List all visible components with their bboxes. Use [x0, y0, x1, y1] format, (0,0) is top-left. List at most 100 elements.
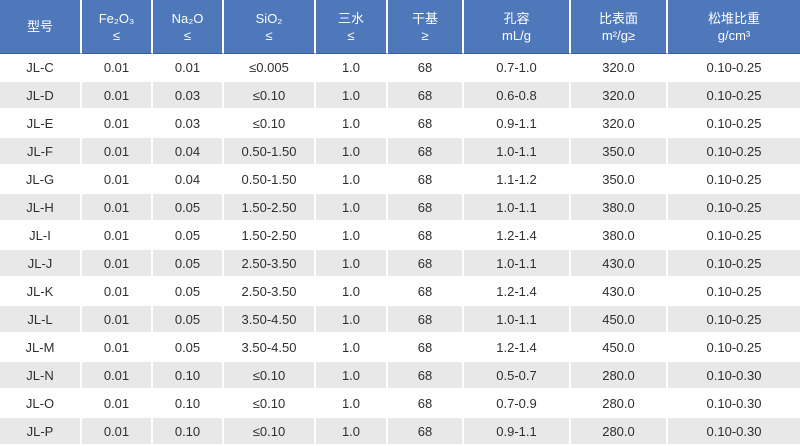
table-cell: ≤0.005 — [224, 54, 316, 82]
table-cell: 1.0-1.1 — [464, 306, 571, 334]
table-cell: 0.10-0.30 — [668, 362, 800, 390]
model-cell: JL-L — [0, 306, 82, 334]
table-cell: 1.0-1.1 — [464, 250, 571, 278]
column-header-unit: ≤ — [183, 27, 192, 43]
table-cell: 0.10 — [153, 418, 224, 446]
table-cell: 280.0 — [571, 418, 668, 446]
column-header: 松堆比重 g/cm³ — [668, 0, 800, 54]
column-header: 干基 ≥ — [388, 0, 464, 54]
table-cell: 0.10 — [153, 362, 224, 390]
table-cell: 68 — [388, 362, 464, 390]
table-cell: 1.0 — [316, 222, 388, 250]
table-row: JL-L 0.01 0.05 3.50-4.50 1.0 68 1.0-1.1 450.0 0.… — [0, 306, 800, 334]
table-cell: 1.0 — [316, 362, 388, 390]
table-cell: 0.01 — [82, 362, 153, 390]
table-cell: 68 — [388, 54, 464, 82]
model-cell: JL-M — [0, 334, 82, 362]
table-cell: 1.0-1.1 — [464, 194, 571, 222]
table-row: JL-N 0.01 0.10 ≤0.10 1.0 68 0.5-0.7 280.0 0.10-0… — [0, 362, 800, 390]
table-cell: 0.9-1.1 — [464, 418, 571, 446]
table-cell: 0.5-0.7 — [464, 362, 571, 390]
table-cell: 68 — [388, 390, 464, 418]
column-header-label: Fe₂O₃ — [98, 10, 135, 26]
column-header-label: 松堆比重 — [707, 10, 760, 26]
column-header: 比表面 m²/g≥ — [571, 0, 668, 54]
table-cell: 0.01 — [82, 334, 153, 362]
table-cell: 0.05 — [153, 306, 224, 334]
table-cell: 1.0 — [316, 306, 388, 334]
model-cell: JL-O — [0, 390, 82, 418]
table-row: JL-M 0.01 0.05 3.50-4.50 1.0 68 1.2-1.4 450.0 0.… — [0, 334, 800, 362]
column-header: 孔容 mL/g — [464, 0, 571, 54]
model-cell: JL-J — [0, 250, 82, 278]
table-cell: 1.0 — [316, 82, 388, 110]
table-cell: 0.10-0.25 — [668, 110, 800, 138]
table-cell: 0.01 — [82, 390, 153, 418]
table-cell: 1.2-1.4 — [464, 222, 571, 250]
table-cell: ≤0.10 — [224, 390, 316, 418]
table-cell: 0.7-0.9 — [464, 390, 571, 418]
table-cell: 1.0 — [316, 278, 388, 306]
table-cell: 350.0 — [571, 166, 668, 194]
column-header-unit: mL/g — [502, 27, 531, 43]
table-cell: 320.0 — [571, 54, 668, 82]
table-row: JL-C 0.01 0.01 ≤0.005 1.0 68 0.7-1.0 320.0 0.10-… — [0, 54, 800, 82]
table-cell: 0.01 — [82, 418, 153, 446]
table-cell: 0.01 — [82, 222, 153, 250]
table-row: JL-P 0.01 0.10 ≤0.10 1.0 68 0.9-1.1 280.0 0.10-0… — [0, 418, 800, 446]
column-header-label: Na₂O — [171, 10, 204, 26]
table-cell: 0.01 — [82, 82, 153, 110]
table-cell: 0.10-0.25 — [668, 54, 800, 82]
column-header-unit: m²/g≥ — [601, 27, 636, 43]
table-cell: 0.01 — [82, 278, 153, 306]
table-cell: 1.0 — [316, 194, 388, 222]
column-header-unit: ≥ — [421, 27, 429, 43]
table-cell: 2.50-3.50 — [224, 278, 316, 306]
table-cell: 0.10-0.25 — [668, 306, 800, 334]
model-cell: JL-F — [0, 138, 82, 166]
table-cell: 1.0 — [316, 54, 388, 82]
column-header: 型号 — [0, 0, 82, 54]
table-cell: 68 — [388, 278, 464, 306]
table-cell: 0.01 — [82, 194, 153, 222]
table-row: JL-F 0.01 0.04 0.50-1.50 1.0 68 1.0-1.1 350.0 0.… — [0, 138, 800, 166]
column-header: SiO₂ ≤ — [224, 0, 316, 54]
table-cell: 430.0 — [571, 250, 668, 278]
table-row: JL-G 0.01 0.04 0.50-1.50 1.0 68 1.1-1.2 350.0 0.… — [0, 166, 800, 194]
table-cell: 0.04 — [153, 166, 224, 194]
table-cell: 68 — [388, 222, 464, 250]
table-cell: 68 — [388, 334, 464, 362]
table-cell: 1.0 — [316, 138, 388, 166]
table-header-row: 型号 Fe₂O₃ ≤ Na₂O ≤ SiO₂ ≤ 三水 ≤ 干基 ≥ 孔容 mL/g 比表面 m²/g≥ 松堆… — [0, 0, 800, 54]
model-cell: JL-H — [0, 194, 82, 222]
column-header-label: 孔容 — [503, 10, 530, 26]
table-cell: 1.50-2.50 — [224, 194, 316, 222]
column-header-unit: ≤ — [347, 27, 355, 43]
table-cell: 380.0 — [571, 194, 668, 222]
model-cell: JL-N — [0, 362, 82, 390]
column-header-label: 型号 — [26, 19, 53, 34]
column-header-unit: ≤ — [112, 27, 121, 43]
table-cell: 350.0 — [571, 138, 668, 166]
table-cell: 0.10-0.25 — [668, 138, 800, 166]
table-cell: 0.10-0.30 — [668, 418, 800, 446]
column-header-label: SiO₂ — [255, 10, 283, 26]
column-header-label: 三水 — [337, 10, 364, 26]
column-header-label: 比表面 — [598, 10, 638, 26]
table-cell: 0.05 — [153, 194, 224, 222]
table-cell: 0.9-1.1 — [464, 110, 571, 138]
table-cell: 3.50-4.50 — [224, 306, 316, 334]
table-cell: ≤0.10 — [224, 362, 316, 390]
column-header: Na₂O ≤ — [153, 0, 224, 54]
table-row: JL-K 0.01 0.05 2.50-3.50 1.0 68 1.2-1.4 430.0 0.… — [0, 278, 800, 306]
table-cell: 280.0 — [571, 390, 668, 418]
table-cell: 0.6-0.8 — [464, 82, 571, 110]
table-cell: 0.50-1.50 — [224, 138, 316, 166]
table-cell: 0.10-0.25 — [668, 194, 800, 222]
table-cell: 0.05 — [153, 222, 224, 250]
table-cell: 280.0 — [571, 362, 668, 390]
table-cell: 1.0 — [316, 166, 388, 194]
table-cell: 0.10-0.25 — [668, 334, 800, 362]
